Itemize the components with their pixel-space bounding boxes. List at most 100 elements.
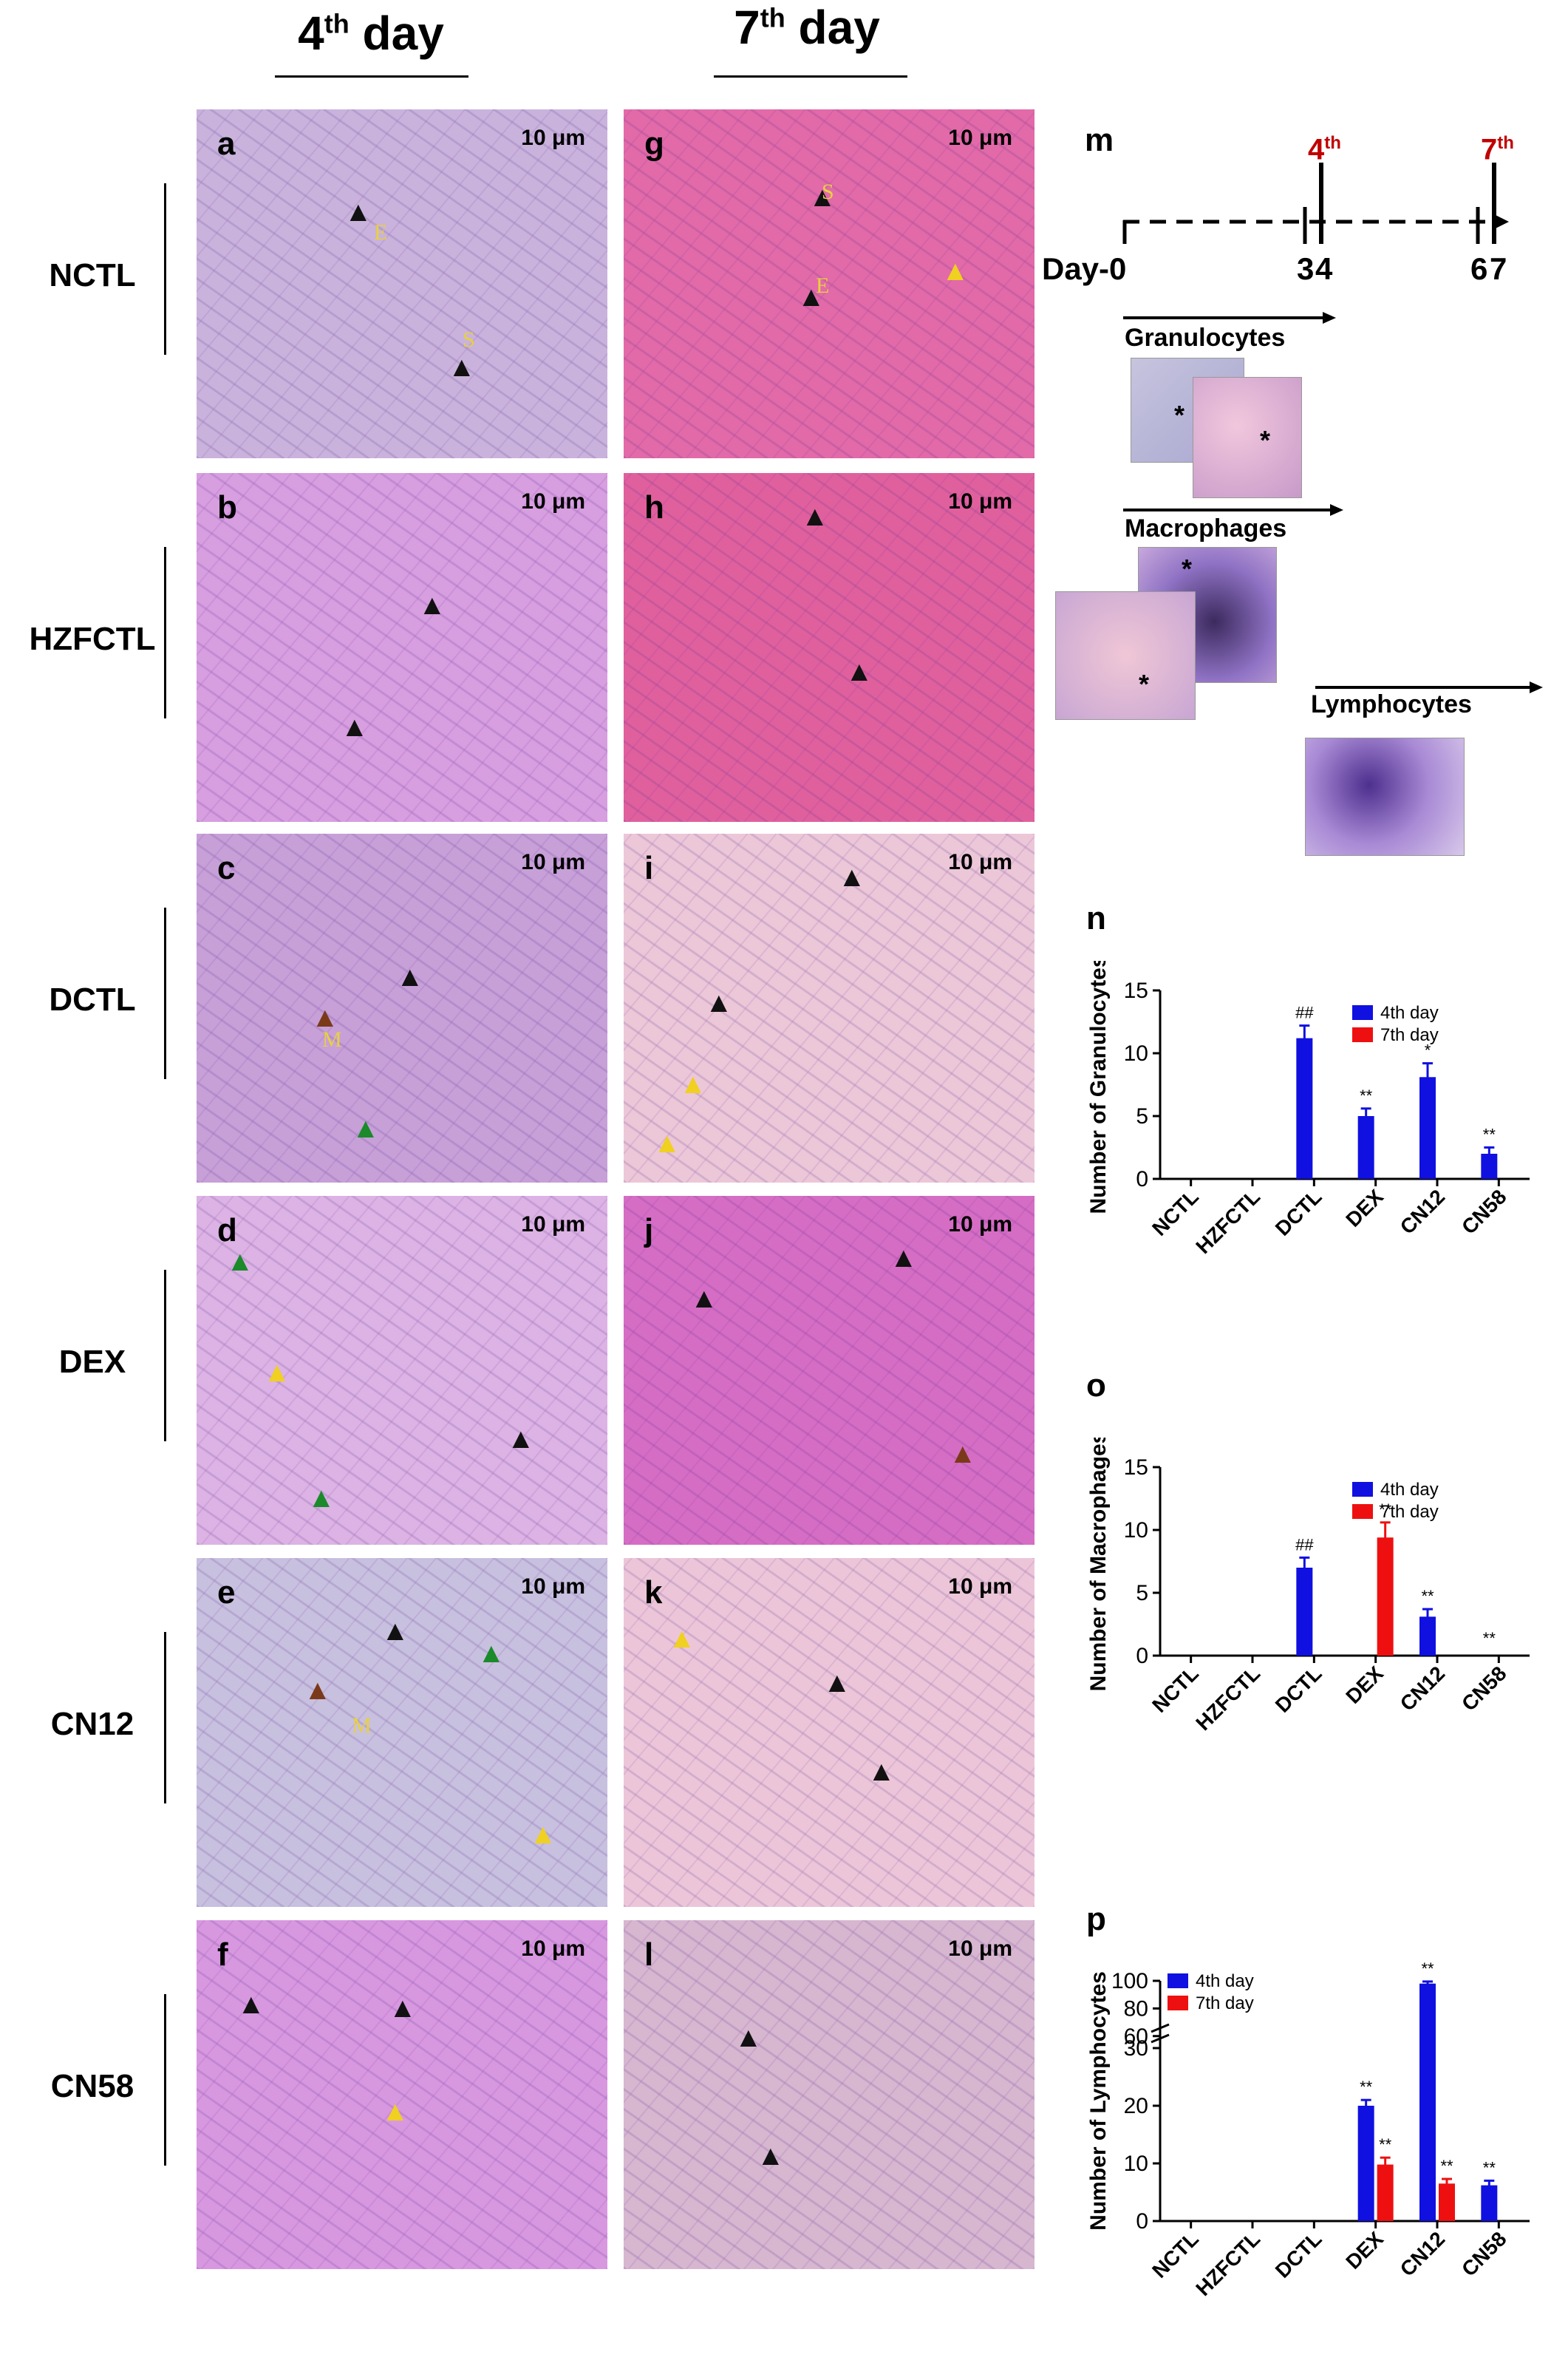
significance-label: **	[1421, 1959, 1434, 1978]
tissue-mark-M: M	[352, 1713, 372, 1738]
timeline-tick-label-3: 3	[1297, 251, 1315, 286]
arrowhead-icon: ▲	[808, 182, 836, 213]
significance-label: **	[1379, 1500, 1392, 1519]
micrograph-panel-j: j 10 μm ▲ ▲ ▲	[624, 1196, 1034, 1545]
tissue-texture	[197, 1196, 607, 1545]
micrograph-panel-d: d 10 μm ▲ ▲ ▲ ▲	[197, 1196, 607, 1545]
significance-label: **	[1483, 1629, 1496, 1647]
scale-bar-label: 10 μm	[948, 850, 1012, 874]
row-label-hzfctl: HZFCTL	[29, 621, 156, 657]
x-tick-label: DEX	[1341, 2227, 1388, 2274]
y-tick-label: 10	[1124, 2152, 1148, 2176]
panel-letter: e	[217, 1574, 236, 1611]
scale-bar-label: 10 μm	[521, 489, 585, 514]
tissue-texture	[624, 109, 1034, 458]
tissue-mark-S: S	[463, 327, 475, 352]
tissue-texture	[624, 834, 1034, 1183]
axis-break-mark	[1151, 2023, 1170, 2033]
scale-bar-label: 10 μm	[521, 850, 585, 874]
legend-label: 7th day	[1380, 1502, 1439, 1522]
y-tick-label: 15	[1124, 1455, 1148, 1480]
timeline-marker7-label: 7th	[1481, 133, 1514, 166]
significance-label: **	[1360, 1087, 1373, 1105]
macrophage-inset-2: *	[1055, 591, 1196, 720]
micrograph-panel-h: h 10 μm ▲ ▲	[624, 473, 1034, 822]
arrowhead-icon: ▲	[801, 501, 829, 532]
scale-bar-label: 10 μm	[948, 1574, 1012, 1599]
y-tick-label: 5	[1136, 1581, 1148, 1605]
lymphocyte-inset	[1305, 738, 1465, 856]
scale-bar-label: 10 μm	[521, 126, 585, 150]
row-bracket-cn12	[164, 1632, 166, 1803]
legend-swatch	[1352, 1504, 1373, 1519]
arrowhead-icon: ▲	[949, 1438, 977, 1469]
x-tick-label: CN12	[1396, 1662, 1450, 1715]
tissue-texture	[197, 109, 607, 458]
scale-bar-label: 10 μm	[948, 1212, 1012, 1237]
panel-letter: k	[644, 1574, 663, 1611]
micrograph-panel-i: i 10 μm ▲ ▲ ▲ ▲	[624, 834, 1034, 1183]
tissue-mark-E: E	[374, 220, 388, 245]
tissue-texture	[197, 473, 607, 822]
col2-sup: th	[760, 2, 785, 33]
legend-label: 4th day	[1380, 1480, 1439, 1500]
bar	[1419, 1616, 1436, 1656]
arrowhead-icon: ▲	[341, 712, 369, 743]
arrowhead-icon: ▲	[734, 2022, 763, 2053]
tissue-texture	[624, 1920, 1034, 2269]
micrograph-panel-b: b 10 μm ▲ ▲	[197, 473, 607, 822]
y-tick-label: 20	[1124, 2094, 1148, 2118]
col1-main: 4	[298, 7, 324, 60]
tissue-texture	[624, 473, 1034, 822]
arrowhead-icon: ▲	[797, 282, 825, 313]
arrowhead-icon: ▲	[263, 1357, 291, 1388]
significance-label: **	[1440, 2157, 1453, 2175]
y-tick-label: 10	[1124, 1041, 1148, 1066]
x-tick-label: CN58	[1457, 2227, 1511, 2281]
y-tick-label: 0	[1136, 2209, 1148, 2234]
tissue-mark-E: E	[816, 273, 830, 298]
arrowhead-icon: ▲	[838, 862, 866, 893]
granulocytes-label: Granulocytes	[1125, 324, 1286, 352]
arrowhead-icon: ▲	[311, 1002, 339, 1033]
bar	[1419, 1077, 1436, 1179]
tissue-texture	[197, 834, 607, 1183]
tissue-texture	[624, 1558, 1034, 1907]
row-label-cn58: CN58	[50, 2068, 134, 2104]
significance-label: ##	[1295, 1535, 1314, 1554]
x-tick-label: DCTL	[1271, 2227, 1326, 2282]
tissue-texture	[197, 1920, 607, 2269]
y-axis-label: Number of Lymphocytes	[1086, 1971, 1111, 2231]
tissue-texture	[197, 1558, 607, 1907]
col1-sup: th	[324, 8, 350, 39]
timeline-marker4-label: 4th	[1308, 133, 1341, 166]
timeline-arrowhead	[1494, 214, 1509, 229]
bar	[1419, 1983, 1436, 2221]
y-tick-label: 60	[1124, 2024, 1148, 2049]
legend-label: 7th day	[1380, 1025, 1439, 1045]
stage-arrows	[1123, 312, 1543, 693]
arrowhead-icon: ▲	[529, 1819, 557, 1850]
panel-letter: c	[217, 850, 236, 886]
timeline-diagram	[1122, 163, 1509, 244]
bar	[1296, 1038, 1313, 1179]
bar	[1377, 2164, 1394, 2221]
bar	[1439, 2183, 1455, 2221]
chart-o-label: o	[1086, 1367, 1106, 1404]
legend-swatch	[1168, 1973, 1188, 1988]
arrowhead-icon: ▲	[668, 1623, 696, 1654]
x-tick-label: DCTL	[1271, 1662, 1326, 1717]
y-tick-label: 0	[1136, 1644, 1148, 1668]
x-tick-label: NCTL	[1148, 1662, 1203, 1717]
arrowhead-icon: ▲	[448, 352, 476, 383]
arrowhead-icon: ▲	[307, 1483, 335, 1514]
panel-letter: a	[217, 126, 236, 162]
row-bracket-nctl	[164, 183, 166, 355]
arrowhead-icon: ▲	[237, 1989, 265, 2020]
legend-swatch	[1168, 1996, 1188, 2010]
arrowhead-icon: ▲	[381, 2096, 409, 2127]
axis-break-mark	[1151, 2033, 1170, 2044]
arrowhead-icon: ▲	[867, 1756, 896, 1787]
micrograph-panel-f: f 10 μm ▲ ▲ ▲	[197, 1920, 607, 2269]
column-header-day7-rule	[714, 75, 907, 78]
